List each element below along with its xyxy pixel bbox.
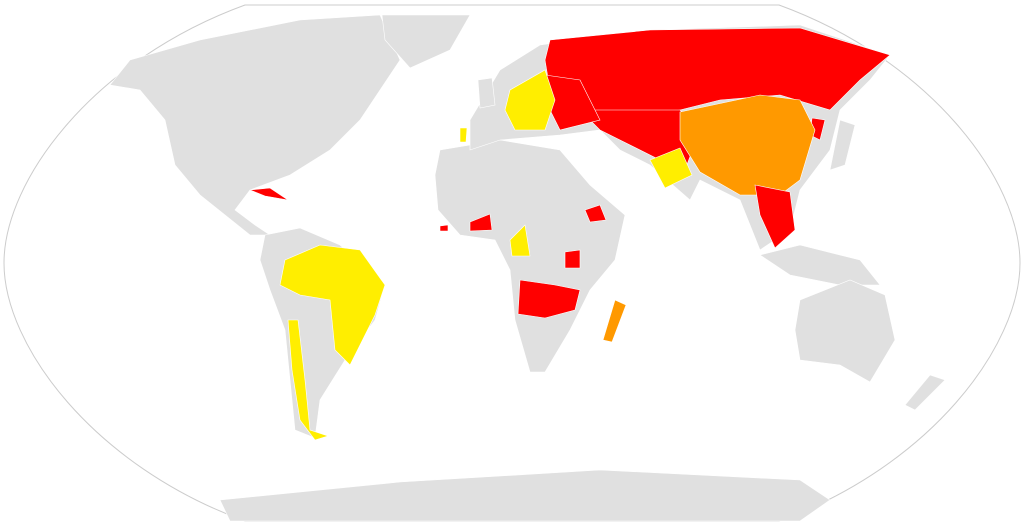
region-yellow-chile: [287, 319, 329, 441]
greenland: [381, 14, 471, 69]
australia: [794, 279, 896, 383]
region-orange-madagascar: [602, 299, 627, 343]
region-red-burkina: [469, 213, 493, 232]
region-yellow-pakistan: [649, 147, 693, 189]
southeast-asia-islands: [759, 244, 881, 286]
uk-ireland: [477, 77, 496, 109]
region-red-southern-africa: [517, 279, 581, 319]
region-yellow-portugal: [459, 127, 468, 143]
antarctica: [219, 469, 831, 522]
new-zealand: [904, 374, 946, 411]
region-red-eritrea-ethiopia: [584, 204, 607, 223]
region-red-guinea-bissau: [439, 224, 449, 232]
region-orange-china: [679, 94, 816, 196]
region-yellow-brazil: [279, 244, 386, 366]
region-red-indochina: [754, 184, 796, 249]
japan: [829, 119, 856, 171]
region-red-cuba: [249, 187, 289, 201]
region-yellow-cameroon: [509, 224, 531, 257]
region-red-uganda: [564, 249, 581, 269]
region-yellow-europe: [504, 69, 556, 131]
